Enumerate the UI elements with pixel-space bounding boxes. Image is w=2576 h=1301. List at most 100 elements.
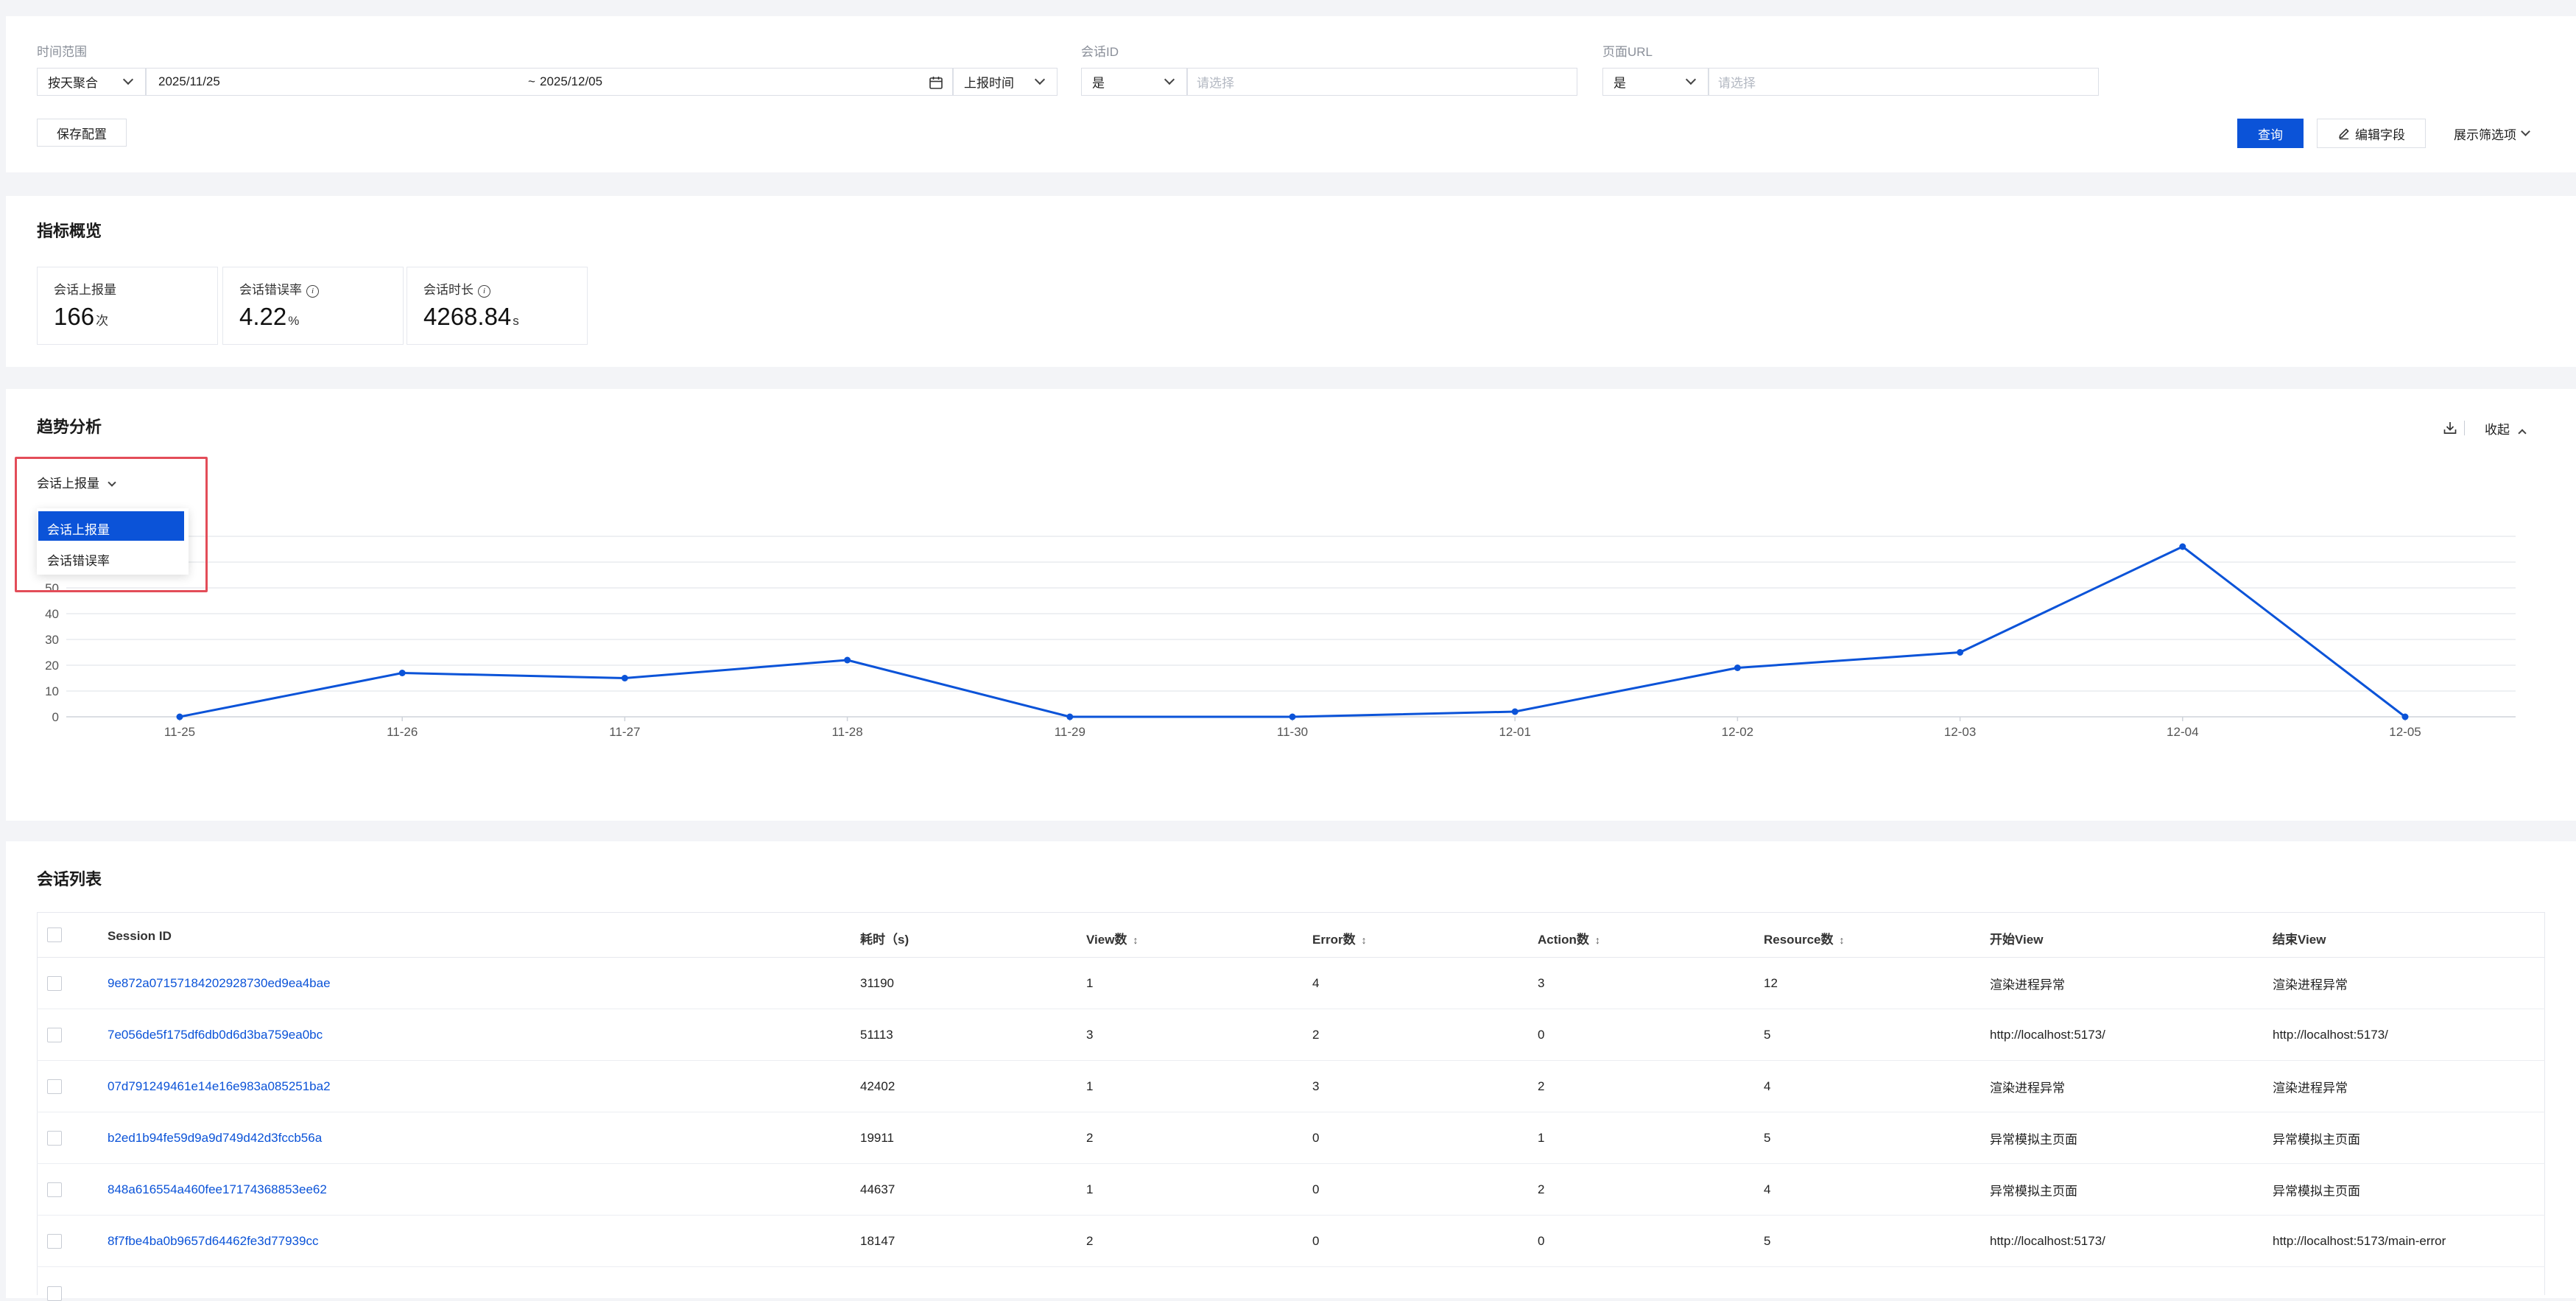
row-checkbox[interactable] <box>47 1182 62 1197</box>
col-end-view: 结束View <box>2273 933 2326 947</box>
info-icon[interactable]: i <box>306 285 319 298</box>
show-filters-toggle[interactable]: 展示筛选项 <box>2443 119 2539 148</box>
col-start-view: 开始View <box>1990 933 2044 947</box>
sort-icon[interactable]: ↕ <box>1594 934 1600 946</box>
metric-value: 166 次 <box>54 303 109 330</box>
metric-name: 会话错误率 i <box>239 279 319 298</box>
col-error-count[interactable]: Error数 ↕ <box>1312 933 1367 947</box>
info-icon[interactable]: i <box>478 285 490 298</box>
dropdown-menu: 会话上报量 会话错误率 <box>37 508 189 575</box>
page-url-operator-select[interactable]: 是 <box>1602 68 1708 96</box>
table-cell: 1 <box>1086 1079 1094 1093</box>
y-tick-label: 30 <box>45 633 59 647</box>
session-id-link[interactable]: b2ed1b94fe59d9a9d749d42d3fccb56a <box>108 1130 323 1145</box>
col-view-count[interactable]: View数 ↕ <box>1086 933 1139 947</box>
col-resource-count[interactable]: Resource数 ↕ <box>1764 933 1845 947</box>
y-tick-label: 0 <box>52 710 59 724</box>
metric-name: 会话上报量 <box>54 283 116 297</box>
table-cell: 19911 <box>860 1130 895 1145</box>
metric-card-session-count: 会话上报量 166 次 <box>37 267 218 345</box>
table-row[interactable]: 9e872a07157184202928730ed9ea4bae 31190 1 4 3… <box>37 958 2545 1009</box>
data-point <box>398 670 406 676</box>
table-cell: 异常模拟主页面 <box>2273 1184 2360 1198</box>
session-id-operator-select[interactable]: 是 <box>1081 68 1187 96</box>
page-url-operator-value: 是 <box>1613 76 1626 91</box>
session-list-panel <box>6 841 2576 1298</box>
sort-icon[interactable]: ↕ <box>1361 934 1367 946</box>
table-cell: 1 <box>1538 1130 1545 1145</box>
row-checkbox[interactable] <box>47 1131 62 1146</box>
overview-title: 指标概览 <box>37 222 102 240</box>
chevron-down-icon <box>1685 74 1697 85</box>
x-tick-label: 11-25 <box>164 725 195 739</box>
col-session-id: Session ID <box>108 929 172 943</box>
data-point <box>1066 713 1074 720</box>
x-tick-label: 11-29 <box>1055 725 1085 739</box>
row-checkbox[interactable] <box>47 976 62 991</box>
table-cell: 4 <box>1764 1079 1771 1093</box>
table-cell: 0 <box>1312 1233 1320 1248</box>
chevron-down-icon <box>1034 74 1046 85</box>
session-id-link[interactable]: 8f7fbe4ba0b9657d64462fe3d77939cc <box>108 1233 319 1248</box>
x-tick-label: 12-02 <box>1722 725 1753 739</box>
row-checkbox[interactable] <box>47 1079 62 1094</box>
session-id-link[interactable]: 9e872a07157184202928730ed9ea4bae <box>108 975 331 990</box>
date-separator: ~ <box>528 74 535 88</box>
aggregation-select[interactable]: 按天聚合 <box>37 68 146 96</box>
edit-fields-button[interactable]: 编辑字段 <box>2317 119 2426 148</box>
table-row[interactable]: b2ed1b94fe59d9a9d749d42d3fccb56a 19911 2 0 1… <box>37 1112 2545 1164</box>
x-tick-label: 11-27 <box>609 725 640 739</box>
table-cell: 0 <box>1538 1027 1545 1042</box>
table-cell: http://localhost:5173/ <box>1990 1027 2105 1042</box>
x-tick-label: 11-30 <box>1277 725 1308 739</box>
table-row[interactable]: 07d791249461e14e16e983a085251ba2 42402 1 3 2… <box>37 1061 2545 1112</box>
date-start: 2025/11/25 <box>158 74 220 88</box>
table-cell: 3 <box>1538 975 1545 990</box>
query-button[interactable]: 查询 <box>2237 119 2304 148</box>
col-duration: 耗时（s) <box>860 933 909 947</box>
table-cell: 12 <box>1764 975 1778 990</box>
time-type-select[interactable]: 上报时间 <box>953 68 1058 96</box>
row-checkbox[interactable] <box>47 1286 62 1301</box>
chevron-down-icon <box>1164 74 1175 85</box>
table-cell: 42402 <box>860 1079 895 1093</box>
x-tick-label: 12-01 <box>1499 725 1530 739</box>
table-cell: 5 <box>1764 1027 1771 1042</box>
data-point <box>621 675 628 681</box>
col-action-count[interactable]: Action数 ↕ <box>1538 933 1600 947</box>
sort-icon[interactable]: ↕ <box>1839 934 1845 946</box>
metric-value: 4.22% <box>239 303 300 330</box>
metric-name: 会话时长 i <box>423 279 490 298</box>
trend-title: 趋势分析 <box>37 418 102 436</box>
x-tick-label: 11-28 <box>831 725 862 739</box>
session-id-input[interactable]: 请选择 <box>1187 68 1577 96</box>
table-cell: 渲染进程异常 <box>1990 978 2065 992</box>
y-tick-label: 10 <box>45 684 59 698</box>
data-point <box>176 713 183 720</box>
download-icon[interactable] <box>2442 420 2458 436</box>
session-id-link[interactable]: 848a616554a460fee17174368853ee62 <box>108 1182 327 1196</box>
select-all-checkbox[interactable] <box>47 927 62 942</box>
save-config-button[interactable]: 保存配置 <box>37 119 127 147</box>
trend-panel <box>6 389 2576 821</box>
metric-select-trigger[interactable]: 会话上报量 <box>37 473 116 491</box>
row-checkbox[interactable] <box>47 1028 62 1042</box>
sort-icon[interactable]: ↕ <box>1133 934 1139 946</box>
dropdown-option-session-count[interactable]: 会话上报量 <box>38 511 184 541</box>
table-row[interactable]: 8f7fbe4ba0b9657d64462fe3d77939cc 18147 2 0 0… <box>37 1216 2545 1267</box>
row-checkbox[interactable] <box>47 1234 62 1249</box>
page-url-label: 页面URL <box>1602 45 1653 59</box>
data-point <box>1289 713 1296 720</box>
table-cell: 异常模拟主页面 <box>2273 1132 2360 1146</box>
session-id-link[interactable]: 07d791249461e14e16e983a085251ba2 <box>108 1079 331 1093</box>
page-url-input[interactable]: 请选择 <box>1708 68 2099 96</box>
calendar-icon[interactable] <box>929 75 943 90</box>
table-cell: 2 <box>1538 1182 1545 1196</box>
table-row[interactable]: 848a616554a460fee17174368853ee62 44637 1 0 2… <box>37 1164 2545 1216</box>
collapse-button[interactable]: 收起 <box>2485 419 2527 438</box>
table-row[interactable]: 7e056de5f175df6db0d6d3ba759ea0bc 51113 3 2 0… <box>37 1009 2545 1061</box>
dropdown-option-error-rate[interactable]: 会话错误率 <box>47 554 110 568</box>
session-id-link[interactable]: 7e056de5f175df6db0d6d3ba759ea0bc <box>108 1027 323 1042</box>
date-range-picker[interactable]: 2025/11/25 ~ 2025/12/05 <box>146 68 953 96</box>
pencil-icon <box>2339 128 2349 140</box>
